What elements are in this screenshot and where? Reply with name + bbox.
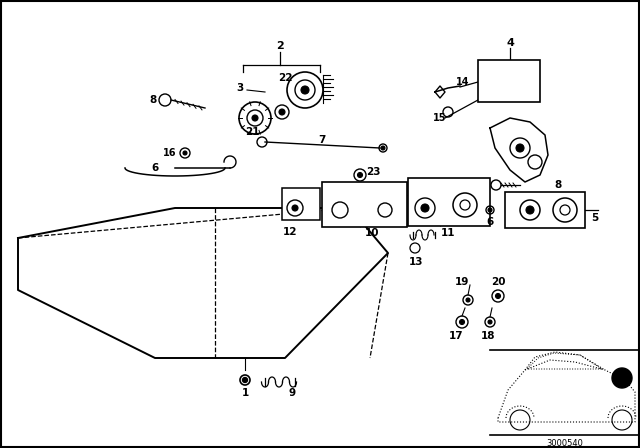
Text: 14: 14 bbox=[456, 77, 470, 87]
Text: 9: 9 bbox=[289, 388, 296, 398]
Text: 3000540: 3000540 bbox=[547, 439, 584, 448]
Text: 23: 23 bbox=[365, 167, 380, 177]
Text: 19: 19 bbox=[455, 277, 469, 287]
Text: 4: 4 bbox=[506, 38, 514, 48]
Circle shape bbox=[421, 204, 429, 212]
Text: 20: 20 bbox=[491, 277, 505, 287]
Circle shape bbox=[612, 368, 632, 388]
Text: 6: 6 bbox=[152, 163, 159, 173]
Text: 16: 16 bbox=[163, 148, 177, 158]
Circle shape bbox=[516, 144, 524, 152]
Circle shape bbox=[460, 319, 465, 324]
Text: 13: 13 bbox=[409, 257, 423, 267]
Bar bbox=[282, 188, 320, 220]
Circle shape bbox=[526, 206, 534, 214]
Circle shape bbox=[381, 146, 385, 150]
Circle shape bbox=[183, 151, 187, 155]
Text: 2: 2 bbox=[276, 41, 284, 51]
Circle shape bbox=[243, 378, 248, 383]
Text: 8: 8 bbox=[554, 180, 562, 190]
Circle shape bbox=[358, 172, 362, 177]
Bar bbox=[408, 178, 490, 226]
Circle shape bbox=[301, 86, 309, 94]
Text: 3: 3 bbox=[236, 83, 244, 93]
Text: 15: 15 bbox=[433, 113, 447, 123]
Text: 11: 11 bbox=[441, 228, 455, 238]
Circle shape bbox=[252, 115, 258, 121]
Text: 8: 8 bbox=[149, 95, 157, 105]
Text: 6: 6 bbox=[486, 217, 493, 227]
Text: 17: 17 bbox=[449, 331, 463, 341]
Circle shape bbox=[488, 320, 492, 324]
Text: 12: 12 bbox=[283, 227, 297, 237]
Text: 1: 1 bbox=[241, 388, 248, 398]
Circle shape bbox=[466, 298, 470, 302]
Circle shape bbox=[495, 293, 500, 298]
Circle shape bbox=[488, 208, 492, 212]
Text: 7: 7 bbox=[318, 135, 326, 145]
Bar bbox=[322, 182, 407, 227]
Text: 5: 5 bbox=[591, 213, 598, 223]
Circle shape bbox=[292, 205, 298, 211]
Circle shape bbox=[279, 109, 285, 115]
Bar bbox=[505, 192, 585, 228]
Bar bbox=[478, 60, 540, 102]
Text: 22: 22 bbox=[278, 73, 292, 83]
Text: 10: 10 bbox=[365, 228, 380, 238]
Text: 21: 21 bbox=[244, 127, 259, 137]
Text: 18: 18 bbox=[481, 331, 495, 341]
